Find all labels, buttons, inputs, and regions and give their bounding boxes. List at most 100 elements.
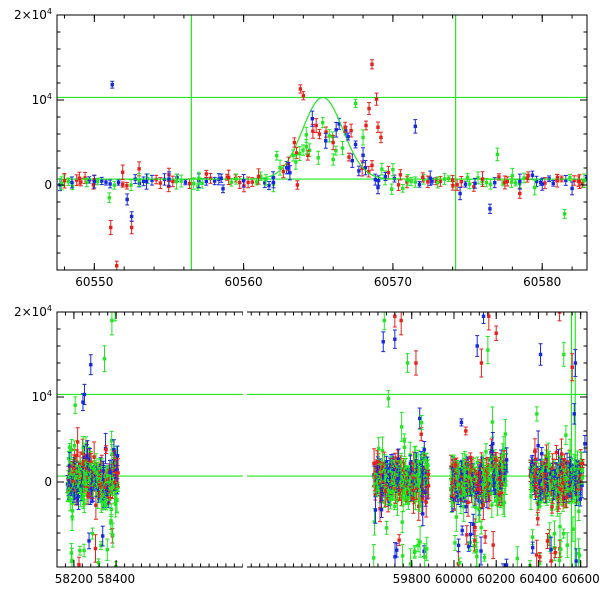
- season-point-blue: [503, 478, 507, 482]
- season-point-blue: [459, 420, 464, 425]
- season-point-red: [70, 464, 75, 468]
- season-point-green: [387, 478, 391, 483]
- season-point-green: [541, 469, 545, 474]
- data-point-green: [495, 152, 500, 157]
- season-point-red: [502, 459, 506, 464]
- season-point-red: [500, 491, 504, 496]
- season-point-green: [537, 470, 541, 474]
- data-point-blue: [70, 180, 74, 185]
- season-point-blue: [536, 443, 540, 448]
- flank-point-blue: [353, 142, 358, 147]
- season-point-green: [490, 503, 494, 507]
- data-point-green: [436, 180, 440, 185]
- season-point-green: [379, 480, 384, 484]
- season-point-green: [488, 476, 492, 481]
- data-point-blue: [334, 128, 338, 132]
- data-point-green: [316, 156, 320, 160]
- season-point-green: [418, 477, 423, 481]
- baseline-point-green: [192, 181, 196, 186]
- season-point-green: [489, 457, 494, 462]
- season-point-green: [401, 496, 405, 500]
- season-point-green: [414, 454, 418, 458]
- flank-point-green: [301, 148, 305, 152]
- baseline-point-blue: [267, 183, 271, 188]
- season-point-blue: [456, 543, 461, 548]
- baseline-point-red: [572, 178, 576, 183]
- data-point-red: [376, 125, 380, 129]
- flank-point-blue: [373, 177, 377, 182]
- season-point-red: [550, 504, 554, 509]
- season-point-green: [411, 491, 415, 495]
- season-point-blue: [423, 490, 428, 495]
- flank-point-blue: [363, 165, 368, 170]
- model-curve: [57, 96, 587, 180]
- baseline-point-blue: [263, 181, 267, 185]
- data-point-blue: [361, 153, 365, 157]
- season-point-green: [82, 502, 86, 506]
- flank-point-red: [360, 166, 364, 171]
- season-point-red: [99, 485, 103, 489]
- season-point-red: [481, 503, 486, 507]
- data-point-red: [503, 180, 507, 185]
- season-point-red: [466, 500, 470, 505]
- baseline-point-red: [171, 179, 175, 184]
- season-point-green: [458, 560, 462, 565]
- data-point-red: [374, 97, 379, 101]
- season-point-green: [115, 498, 119, 503]
- season-point-green: [387, 488, 391, 492]
- season-point-red: [544, 457, 549, 461]
- season-point-green: [73, 403, 77, 407]
- season-point-green: [425, 547, 429, 551]
- season-point-red: [538, 555, 542, 559]
- season-point-blue: [101, 534, 105, 538]
- data-point-blue: [286, 166, 291, 170]
- season-point-green: [471, 490, 475, 495]
- data-point-red: [301, 94, 306, 98]
- baseline-point-green: [66, 180, 71, 184]
- flank-point-red: [311, 129, 315, 133]
- baseline-point-red: [396, 183, 401, 187]
- season-point-red: [492, 461, 497, 466]
- season-point-red: [483, 535, 487, 539]
- data-point-red: [421, 175, 425, 180]
- baseline-point-green: [509, 180, 514, 184]
- flank-point-blue: [357, 169, 361, 173]
- season-point-red: [533, 457, 538, 462]
- data-point-red: [120, 170, 125, 174]
- season-point-green: [486, 348, 490, 352]
- season-point-blue: [418, 416, 422, 421]
- baseline-point-blue: [175, 176, 179, 180]
- baseline-point-green: [129, 183, 133, 187]
- y-tick-label: 104: [32, 92, 52, 107]
- data-point-blue: [92, 179, 97, 184]
- season-point-blue: [493, 481, 497, 485]
- season-point-red: [104, 447, 108, 452]
- season-point-blue: [410, 465, 414, 469]
- y-tick-exponent: 4: [47, 92, 52, 101]
- baseline-point-blue: [141, 179, 146, 184]
- data-point-green: [107, 196, 111, 200]
- flank-point-blue: [350, 158, 355, 163]
- data-point-blue: [383, 174, 388, 179]
- baseline-point-green: [476, 176, 480, 180]
- season-point-red: [380, 468, 384, 472]
- season-point-green: [84, 481, 89, 485]
- data-point-green: [85, 180, 89, 185]
- baseline-point-blue: [104, 180, 108, 184]
- season-point-blue: [479, 549, 483, 553]
- season-point-green: [556, 468, 560, 473]
- data-point-blue: [570, 186, 574, 191]
- season-point-blue: [468, 532, 473, 537]
- season-point-green: [387, 469, 391, 474]
- season-point-red: [420, 496, 425, 501]
- data-point-red: [62, 179, 67, 183]
- baseline-point-blue: [551, 181, 555, 185]
- data-point-red: [370, 62, 374, 66]
- season-point-blue: [501, 567, 504, 570]
- flank-point-green: [327, 134, 332, 138]
- data-point-blue: [110, 83, 114, 87]
- season-point-red: [545, 539, 550, 543]
- season-point-green: [503, 432, 508, 436]
- season-point-green: [546, 452, 550, 456]
- season-point-blue: [384, 460, 389, 465]
